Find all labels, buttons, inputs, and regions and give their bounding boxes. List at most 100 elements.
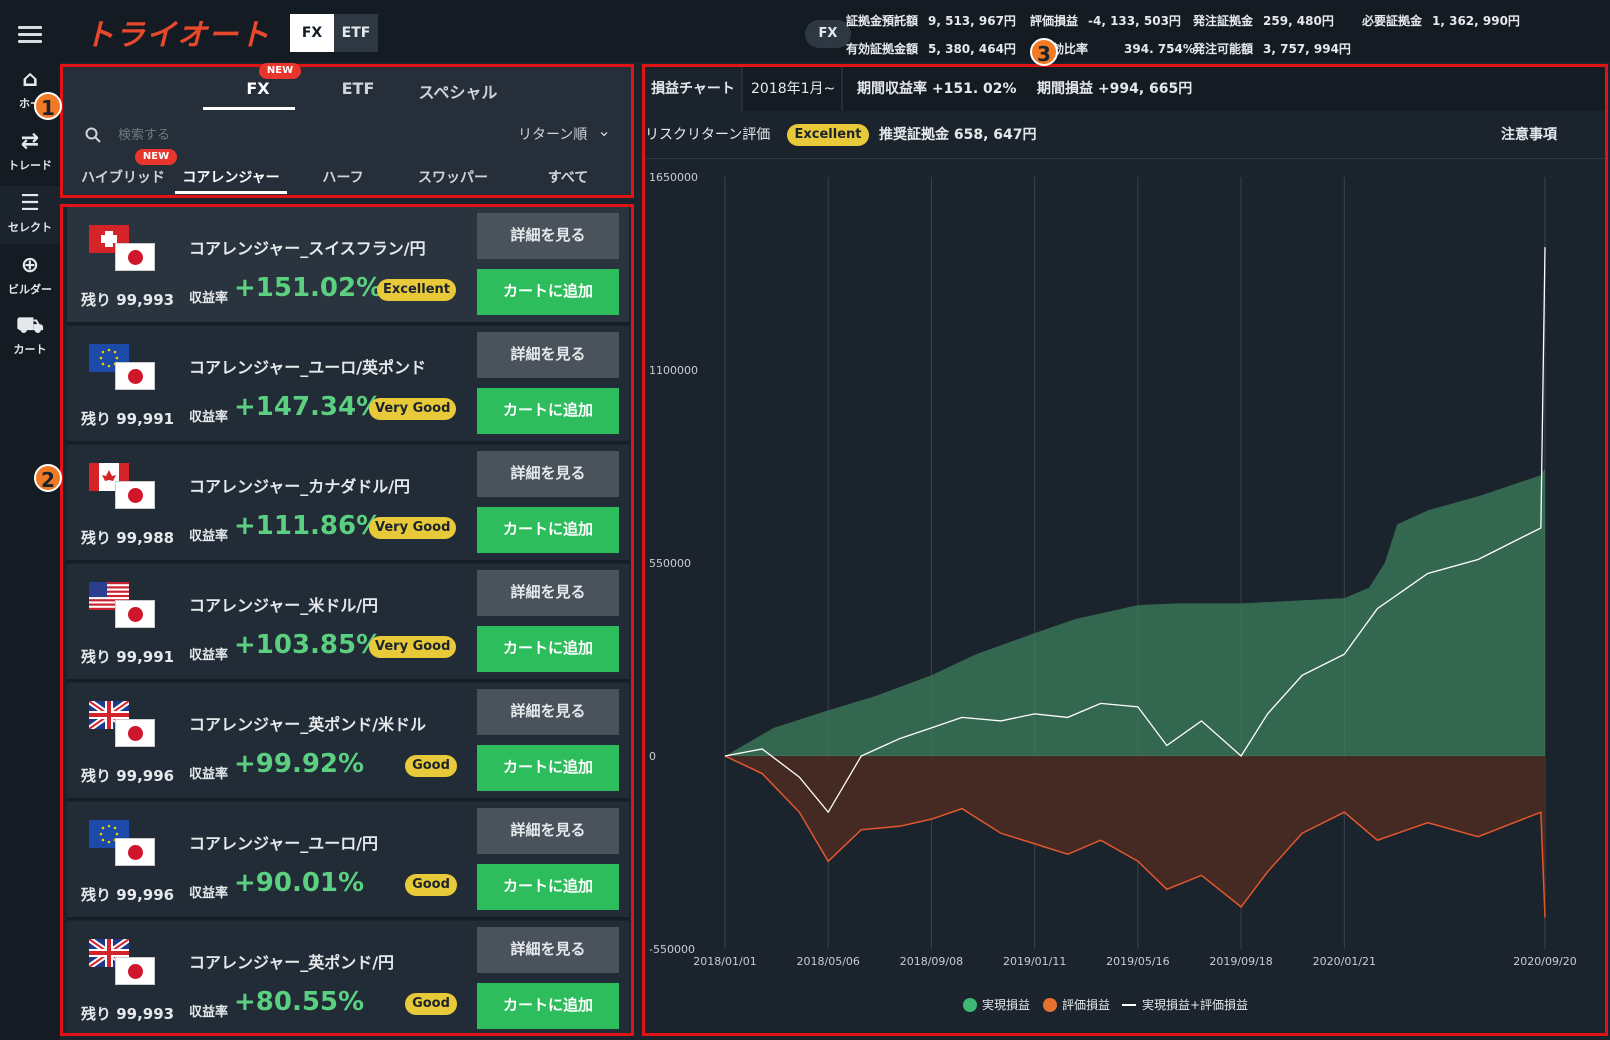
add-to-cart-button[interactable]: カートに追加 bbox=[477, 388, 619, 434]
return-rate-value: +90.01% bbox=[234, 868, 365, 898]
strategy-row[interactable]: 残り 99,988 コアレンジャー_カナダドル/円 収益率 +111.86% Very … bbox=[67, 445, 629, 563]
search-input[interactable] bbox=[118, 121, 318, 149]
view-details-button[interactable]: 詳細を見る bbox=[477, 570, 619, 616]
return-rate-value: +99.92% bbox=[234, 749, 365, 779]
tab-fx[interactable]: FX bbox=[246, 79, 270, 98]
tab-special[interactable]: スペシャル bbox=[418, 83, 498, 102]
grade-badge: Very Good bbox=[369, 517, 457, 539]
strategy-row[interactable]: 残り 99,993 コアレンジャー_英ポンド/円 収益率 +80.55% Good 詳細を… bbox=[67, 921, 629, 1033]
view-details-button[interactable]: 詳細を見る bbox=[477, 332, 619, 378]
add-to-cart-button[interactable]: カートに追加 bbox=[477, 269, 619, 315]
add-to-cart-button[interactable]: カートに追加 bbox=[477, 983, 619, 1029]
risk-return-label: リスクリターン評価 bbox=[645, 127, 771, 143]
return-rate-value: +147.34% bbox=[234, 392, 383, 422]
market-toggle-etf[interactable]: ETF bbox=[334, 14, 378, 52]
strategy-name[interactable]: コアレンジャー_米ドル/円 bbox=[189, 596, 379, 615]
pl-chart: 2018/01/01 2018/05/06 2018/09/08 2019/01/11… bbox=[649, 171, 1577, 1012]
strategy-row[interactable]: 残り 99,991 コアレンジャー_米ドル/円 収益率 +103.85% Very Go… bbox=[67, 564, 629, 682]
callout-badge-2: 2 bbox=[34, 464, 62, 492]
subtab-all[interactable]: すべて bbox=[547, 170, 589, 186]
callout-badge-1: 1 bbox=[34, 92, 62, 120]
strategy-row[interactable]: 残り 99,996 コアレンジャー_英ポンド/米ドル 収益率 +99.92% Good 詳… bbox=[67, 683, 629, 801]
view-details-button[interactable]: 詳細を見る bbox=[477, 451, 619, 497]
rail-item-label: セレクト bbox=[8, 221, 52, 234]
return-rate-label: 収益率 bbox=[189, 410, 229, 425]
sort-dropdown[interactable]: リターン順 bbox=[518, 124, 611, 144]
filter-panel: NEW FX ETF スペシャル リターン順 NEW ハイブリッド コアレンジャ… bbox=[60, 63, 634, 198]
subtab-coreranger[interactable]: コアレンジャー bbox=[182, 170, 280, 186]
strategy-name[interactable]: コアレンジャー_英ポンド/米ドル bbox=[189, 715, 427, 734]
remaining-count: 残り 99,996 bbox=[81, 886, 175, 904]
y-tick-label: -550000 bbox=[649, 943, 695, 956]
add-to-cart-button[interactable]: カートに追加 bbox=[477, 745, 619, 791]
view-details-button[interactable]: 詳細を見る bbox=[477, 689, 619, 735]
subtab-hybrid[interactable]: ハイブリッド bbox=[81, 170, 165, 186]
strategy-name[interactable]: コアレンジャー_スイスフラン/円 bbox=[189, 239, 426, 258]
japan-flag-icon bbox=[115, 362, 155, 390]
remaining-count: 残り 99,996 bbox=[81, 767, 175, 785]
strategy-name[interactable]: コアレンジャー_英ポンド/円 bbox=[189, 953, 395, 972]
rail-item-builder[interactable]: ⊕ ビルダー bbox=[0, 254, 60, 297]
strategy-name[interactable]: コアレンジャー_ユーロ/英ポンド bbox=[189, 358, 427, 377]
left-rail: ⌂ ホー ⇄ トレード ☰ セレクト ⊕ ビルダー ⛟ カート bbox=[0, 0, 60, 1040]
period-pl: 期間損益 +994, 665円 bbox=[1037, 81, 1193, 97]
rail-item-label: カート bbox=[13, 343, 47, 356]
brand-logo[interactable]: トライオート bbox=[84, 18, 270, 53]
rail-item-label: トレード bbox=[8, 159, 52, 172]
strategy-name[interactable]: コアレンジャー_ユーロ/円 bbox=[189, 834, 379, 853]
account-stat: 発注可能額 3, 757, 994円 bbox=[1193, 42, 1351, 56]
account-stat: 証拠金預託額 9, 513, 967円 bbox=[846, 14, 1016, 28]
base-currency-flag-icon bbox=[89, 225, 129, 253]
rail-item-cart[interactable]: ⛟ カート bbox=[0, 314, 60, 357]
search-icon bbox=[85, 127, 101, 143]
cart-icon: ⛟ bbox=[16, 313, 44, 338]
trade-arrows-icon: ⇄ bbox=[20, 129, 40, 154]
x-tick-label: 2018/05/06 bbox=[797, 955, 860, 968]
hamburger-menu-icon[interactable] bbox=[18, 26, 42, 44]
tab-pl-chart[interactable]: 損益チャート bbox=[645, 67, 741, 111]
y-tick-label: 1650000 bbox=[649, 171, 698, 184]
return-rate-label: 収益率 bbox=[189, 291, 229, 306]
strategy-row[interactable]: 残り 99,991 コアレンジャー_ユーロ/英ポンド 収益率 +147.34% Very… bbox=[67, 326, 629, 444]
rail-item-label: ビルダー bbox=[8, 283, 52, 296]
market-toggle-fx[interactable]: FX bbox=[290, 14, 334, 52]
grade-badge: Good bbox=[405, 993, 457, 1015]
notes-link[interactable]: 注意事項 bbox=[1501, 127, 1557, 143]
rail-item-trade[interactable]: ⇄ トレード bbox=[0, 130, 60, 173]
new-badge: NEW bbox=[135, 149, 177, 165]
y-tick-label: 0 bbox=[649, 750, 656, 763]
rail-item-select[interactable]: ☰ セレクト bbox=[0, 186, 60, 244]
add-to-cart-button[interactable]: カートに追加 bbox=[477, 864, 619, 910]
remaining-count: 残り 99,993 bbox=[81, 291, 175, 309]
strategy-row[interactable]: 残り 99,996 コアレンジャー_ユーロ/円 収益率 +90.01% Good 詳細を見… bbox=[67, 802, 629, 920]
view-details-button[interactable]: 詳細を見る bbox=[477, 927, 619, 973]
return-rate-value: +80.55% bbox=[234, 987, 365, 1017]
subtab-underline bbox=[175, 191, 287, 194]
account-stat: 有効比率 394. 754% bbox=[1040, 42, 1195, 56]
view-details-button[interactable]: 詳細を見る bbox=[477, 808, 619, 854]
tab-etf[interactable]: ETF bbox=[341, 79, 375, 98]
divider bbox=[741, 67, 743, 111]
account-stat: 有効証拠金額 5, 380, 464円 bbox=[846, 42, 1016, 56]
remaining-count: 残り 99,991 bbox=[81, 410, 175, 428]
x-tick-label: 2019/05/16 bbox=[1106, 955, 1169, 968]
account-market-pill[interactable]: FX bbox=[805, 20, 851, 48]
return-rate-label: 収益率 bbox=[189, 1005, 229, 1020]
divider bbox=[841, 67, 843, 111]
return-rate-value: +111.86% bbox=[234, 511, 383, 541]
add-to-cart-button[interactable]: カートに追加 bbox=[477, 626, 619, 672]
add-to-cart-button[interactable]: カートに追加 bbox=[477, 507, 619, 553]
strategy-name[interactable]: コアレンジャー_カナダドル/円 bbox=[189, 477, 411, 496]
strategy-row[interactable]: 残り 99,993 コアレンジャー_スイスフラン/円 収益率 +151.02% Exce… bbox=[67, 207, 629, 325]
top-header: トライオート FX ETF FX 証拠金預託額 9, 513, 967円 評価損益… bbox=[60, 0, 1610, 62]
x-tick-label: 2020/01/21 bbox=[1313, 955, 1376, 968]
unrealized-line bbox=[724, 755, 1546, 918]
period-selector[interactable]: 2018年1月~ bbox=[751, 81, 836, 97]
subtab-swapper[interactable]: スワッパー bbox=[418, 170, 488, 186]
x-tick-label: 2018/01/01 bbox=[693, 955, 756, 968]
account-stat: 発注証拠金 259, 480円 bbox=[1193, 14, 1334, 28]
view-details-button[interactable]: 詳細を見る bbox=[477, 213, 619, 259]
subtab-half[interactable]: ハーフ bbox=[322, 170, 364, 186]
total-line bbox=[724, 247, 1546, 814]
chart-subheader: リスクリターン評価 推奨証拠金 658, 647円 注意事項 bbox=[645, 111, 1605, 159]
